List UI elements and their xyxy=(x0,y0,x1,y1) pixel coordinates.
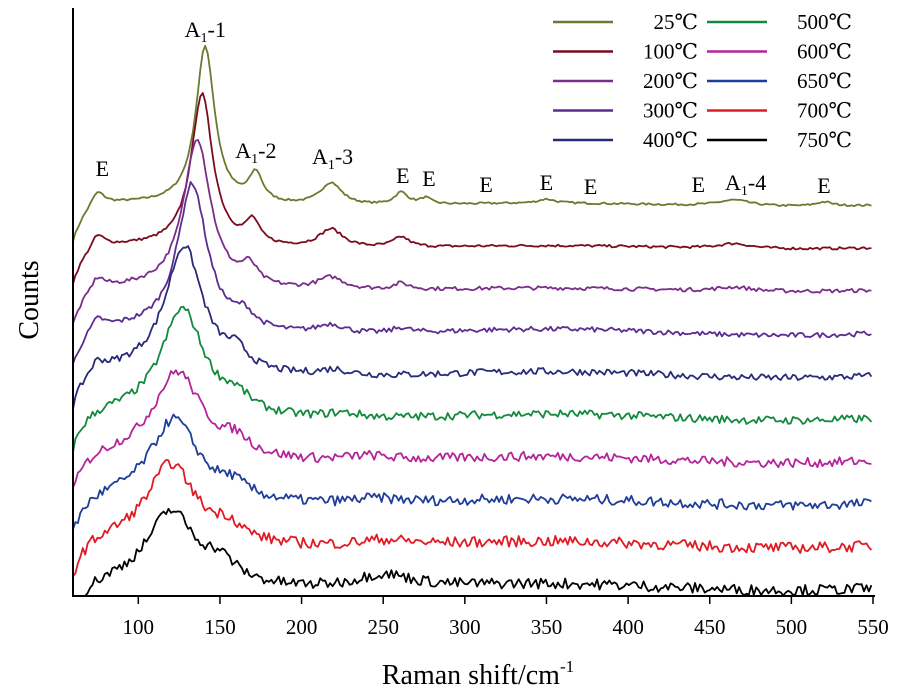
series-line xyxy=(72,413,872,530)
series-line xyxy=(72,459,873,577)
y-axis-label: Counts xyxy=(14,260,45,339)
x-tick-label: 150 xyxy=(204,615,236,639)
x-tick-label: 400 xyxy=(612,615,644,639)
series-line xyxy=(72,44,872,242)
legend-label: 400℃ xyxy=(643,128,698,152)
peak-label: E xyxy=(479,172,492,197)
peak-label: A1-2 xyxy=(235,138,276,167)
spectra-group xyxy=(72,44,873,597)
axes-group xyxy=(72,8,875,597)
x-tick-label: 500 xyxy=(776,615,808,639)
legend-label: 600℃ xyxy=(797,40,852,64)
series-line xyxy=(72,245,873,410)
peak-label: E xyxy=(540,170,553,195)
peak-label: E xyxy=(96,156,109,181)
legend: 25℃ 100℃ 200℃ 300℃ 400℃ 500℃ 600℃ 650℃ 700℃ 750℃ xyxy=(553,10,852,152)
x-tick-label: 550 xyxy=(857,615,889,639)
legend-label: 25℃ xyxy=(654,10,699,34)
peak-label: E xyxy=(817,173,830,198)
series-line xyxy=(72,181,872,365)
legend-label: 750℃ xyxy=(797,128,852,152)
legend-label: 300℃ xyxy=(643,99,698,123)
series-line xyxy=(72,139,872,324)
series-line xyxy=(72,305,873,453)
peak-label: E xyxy=(422,166,435,191)
legend-label: 100℃ xyxy=(643,40,698,64)
series-line xyxy=(72,92,872,285)
legend-label: 650℃ xyxy=(797,69,852,93)
legend-label: 200℃ xyxy=(643,69,698,93)
x-tick-label: 450 xyxy=(694,615,726,639)
peak-label: E xyxy=(396,163,409,188)
peak-label: A1-1 xyxy=(185,17,226,46)
peak-label: E xyxy=(692,172,705,197)
x-axis-label: Raman shift/cm-1 xyxy=(382,657,574,691)
series-line xyxy=(72,369,872,488)
x-ticks-group: 100 150 200 250 300 350 400 450 500 550 xyxy=(123,596,889,639)
x-tick-label: 100 xyxy=(123,615,155,639)
x-tick-label: 300 xyxy=(449,615,481,639)
peak-label: A1-4 xyxy=(725,170,766,199)
peak-label: A1-3 xyxy=(312,144,353,173)
series-line xyxy=(73,507,873,597)
peak-annotations-group: EA1-1A1-2 A1-3E E E E E E A1-4 E xyxy=(96,17,831,199)
legend-label: 500℃ xyxy=(797,10,852,34)
x-tick-label: 350 xyxy=(531,615,563,639)
x-tick-label: 200 xyxy=(286,615,318,639)
x-tick-label: 250 xyxy=(367,615,399,639)
peak-label: E xyxy=(584,174,597,199)
legend-label: 700℃ xyxy=(797,99,852,123)
